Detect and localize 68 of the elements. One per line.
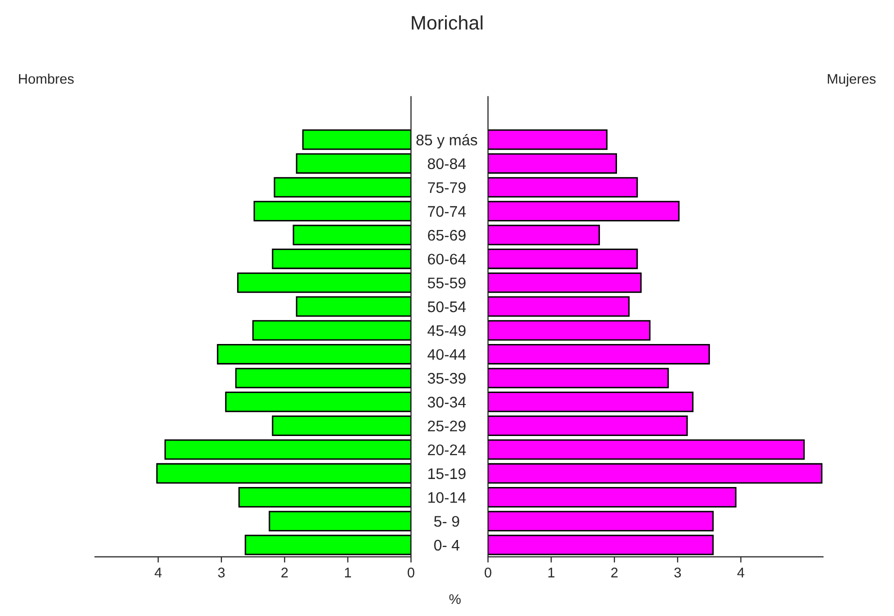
- x-tick-label: 0: [484, 568, 492, 578]
- y-tick-label: 30-34: [428, 396, 466, 408]
- y-tick-label: 50-54: [428, 301, 466, 312]
- y-tick-label: 45-49: [428, 325, 466, 336]
- x-tick-label: 3: [674, 568, 681, 578]
- x-tick-label: 1: [344, 568, 351, 578]
- y-tick-label: 35-39: [428, 372, 466, 384]
- bar: [488, 463, 822, 484]
- y-tick-label: 60-64: [428, 254, 466, 265]
- bar: [488, 129, 608, 150]
- bar: [296, 296, 411, 317]
- bar: [488, 177, 638, 198]
- bar: [488, 320, 651, 341]
- x-tick-label: 2: [611, 568, 618, 578]
- bar: [488, 248, 638, 270]
- y-tick-label: 85 y más: [416, 134, 478, 148]
- y-tick-label: 20-24: [428, 444, 466, 456]
- bar: [488, 534, 714, 556]
- y-tick-label: 5- 9: [434, 516, 460, 527]
- bar: [156, 463, 411, 484]
- bar: [488, 153, 618, 174]
- bar: [272, 248, 411, 270]
- y-tick-label: 75-79: [428, 182, 466, 193]
- y-axis-title: Mujeres: [828, 74, 876, 87]
- bar: [296, 153, 411, 174]
- bar: [302, 129, 411, 150]
- bar: [488, 416, 688, 436]
- bar: [488, 392, 694, 412]
- x-tick-label: 0: [408, 568, 414, 578]
- y-tick-label: 10-14: [428, 492, 466, 503]
- y-tick-label: 25-29: [428, 420, 466, 432]
- bar: [488, 224, 600, 246]
- bar: [252, 320, 411, 341]
- x-tick-label: 1: [548, 568, 554, 578]
- bar: [488, 344, 710, 364]
- y-axis-title: Hombres: [19, 74, 74, 84]
- bar: [488, 510, 714, 532]
- bar: [235, 368, 411, 388]
- y-tick-label: 70-74: [428, 206, 466, 217]
- y-tick-label: 55-59: [428, 278, 466, 288]
- bar: [237, 272, 411, 293]
- bar: [488, 296, 630, 317]
- x-tick-label: 3: [218, 568, 225, 578]
- y-tick-label: 15-19: [428, 468, 466, 480]
- bar: [238, 487, 411, 508]
- bar: [488, 272, 642, 293]
- bar: [244, 534, 411, 556]
- x-tick-label: 4: [737, 568, 744, 578]
- bar: [488, 368, 669, 388]
- bar: [254, 200, 411, 222]
- bar: [274, 177, 411, 198]
- y-tick-label: 65-69: [428, 230, 466, 241]
- bar: [292, 224, 411, 246]
- bar: [488, 200, 680, 222]
- bar: [268, 510, 411, 532]
- x-axis-title: %: [449, 594, 461, 604]
- bar: [216, 344, 411, 364]
- bar: [272, 416, 411, 436]
- y-tick-label: 0- 4: [434, 540, 460, 551]
- chart-title: Morichal: [412, 15, 482, 30]
- y-tick-label: 40-44: [428, 349, 466, 360]
- y-tick-label: 80-84: [428, 158, 466, 170]
- x-tick-label: 2: [281, 568, 288, 578]
- bar: [164, 439, 411, 460]
- x-tick-label: 4: [154, 568, 162, 578]
- bar: [225, 392, 411, 412]
- bar: [488, 487, 736, 508]
- bar: [488, 439, 805, 460]
